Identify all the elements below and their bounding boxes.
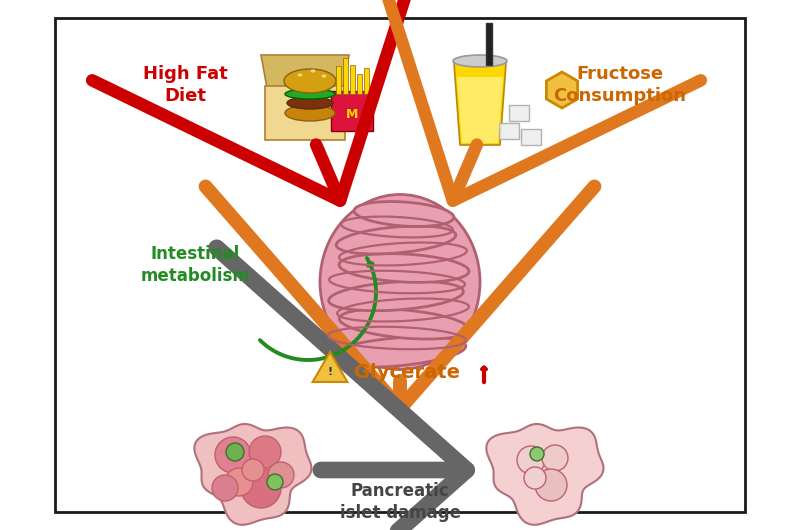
Polygon shape (454, 63, 506, 145)
Ellipse shape (285, 105, 335, 121)
Circle shape (242, 459, 264, 481)
Text: High Fat
Diet: High Fat Diet (142, 65, 227, 105)
Circle shape (517, 446, 545, 474)
FancyBboxPatch shape (364, 68, 369, 94)
Circle shape (268, 462, 294, 488)
Circle shape (241, 468, 281, 508)
Ellipse shape (285, 89, 335, 99)
Polygon shape (194, 424, 311, 525)
FancyBboxPatch shape (343, 58, 348, 94)
Text: Glycerate: Glycerate (354, 363, 460, 382)
FancyBboxPatch shape (350, 65, 355, 94)
Circle shape (226, 443, 244, 461)
Circle shape (530, 447, 544, 461)
Circle shape (267, 474, 283, 490)
FancyBboxPatch shape (55, 18, 745, 512)
FancyBboxPatch shape (265, 86, 345, 140)
Ellipse shape (336, 226, 456, 254)
Polygon shape (546, 72, 578, 108)
Text: Pancreatic
islet damage: Pancreatic islet damage (339, 482, 461, 522)
Ellipse shape (310, 69, 315, 73)
Circle shape (212, 475, 238, 501)
Circle shape (542, 445, 568, 471)
Ellipse shape (287, 97, 333, 109)
Ellipse shape (284, 69, 336, 93)
FancyBboxPatch shape (521, 129, 541, 145)
Polygon shape (486, 424, 603, 525)
Ellipse shape (322, 75, 326, 77)
Circle shape (225, 468, 253, 496)
Text: M: M (346, 108, 358, 120)
Circle shape (524, 467, 546, 489)
Text: Intestinal
metabolism: Intestinal metabolism (140, 245, 250, 285)
Text: Fructose
Consumption: Fructose Consumption (554, 65, 686, 105)
Ellipse shape (339, 309, 469, 339)
Ellipse shape (320, 195, 480, 369)
Circle shape (249, 436, 281, 468)
Polygon shape (457, 77, 503, 143)
Circle shape (535, 469, 567, 501)
Ellipse shape (339, 254, 469, 282)
Ellipse shape (326, 337, 466, 367)
FancyBboxPatch shape (486, 23, 492, 65)
Ellipse shape (329, 281, 463, 311)
Polygon shape (261, 55, 349, 88)
Text: !: ! (327, 367, 333, 377)
Ellipse shape (354, 201, 454, 226)
Circle shape (215, 437, 251, 473)
Ellipse shape (298, 74, 302, 76)
FancyBboxPatch shape (331, 91, 373, 131)
Ellipse shape (453, 55, 507, 67)
FancyBboxPatch shape (336, 66, 341, 94)
Polygon shape (313, 352, 347, 382)
FancyBboxPatch shape (357, 74, 362, 94)
FancyBboxPatch shape (499, 123, 519, 139)
FancyBboxPatch shape (509, 105, 529, 121)
